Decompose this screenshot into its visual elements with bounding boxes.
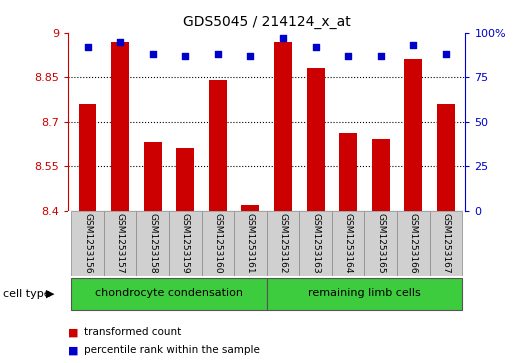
Bar: [332, 211, 365, 276]
Bar: [144, 142, 162, 211]
Text: cell type: cell type: [3, 289, 50, 299]
Text: GSM1253158: GSM1253158: [148, 212, 157, 273]
Text: percentile rank within the sample: percentile rank within the sample: [84, 345, 259, 355]
Bar: [306, 68, 325, 211]
Bar: [78, 104, 97, 211]
Bar: [111, 41, 129, 211]
Text: GSM1253162: GSM1253162: [279, 212, 288, 273]
Point: [214, 51, 222, 57]
Bar: [404, 59, 422, 211]
Text: GSM1253166: GSM1253166: [409, 212, 418, 273]
Text: GSM1253167: GSM1253167: [441, 212, 450, 273]
Text: remaining limb cells: remaining limb cells: [308, 288, 421, 298]
Point: [246, 53, 255, 59]
Bar: [372, 139, 390, 211]
Bar: [274, 41, 292, 211]
Text: GSM1253157: GSM1253157: [116, 212, 124, 273]
Bar: [437, 104, 455, 211]
Text: ■: ■: [68, 345, 78, 355]
Text: GSM1253161: GSM1253161: [246, 212, 255, 273]
Point: [83, 44, 92, 50]
Point: [116, 38, 124, 44]
Bar: [397, 211, 429, 276]
Point: [377, 53, 385, 59]
Text: GSM1253159: GSM1253159: [181, 212, 190, 273]
Text: ■: ■: [68, 327, 78, 337]
Text: chondrocyte condensation: chondrocyte condensation: [95, 288, 243, 298]
Bar: [365, 211, 397, 276]
Text: transformed count: transformed count: [84, 327, 181, 337]
Point: [442, 51, 450, 57]
Point: [279, 35, 287, 41]
Text: GSM1253165: GSM1253165: [376, 212, 385, 273]
Bar: [104, 211, 137, 276]
Bar: [137, 211, 169, 276]
Bar: [234, 211, 267, 276]
Bar: [299, 211, 332, 276]
Bar: [176, 148, 194, 211]
Bar: [242, 205, 259, 211]
Bar: [169, 211, 201, 276]
Title: GDS5045 / 214124_x_at: GDS5045 / 214124_x_at: [183, 15, 350, 29]
Bar: [209, 80, 227, 211]
Bar: [71, 211, 104, 276]
Bar: [267, 278, 462, 310]
Point: [409, 42, 417, 48]
Bar: [429, 211, 462, 276]
Bar: [71, 278, 267, 310]
Point: [311, 44, 320, 50]
Bar: [339, 134, 357, 211]
Text: GSM1253160: GSM1253160: [213, 212, 222, 273]
Text: GSM1253156: GSM1253156: [83, 212, 92, 273]
Bar: [201, 211, 234, 276]
Point: [344, 53, 353, 59]
Text: GSM1253163: GSM1253163: [311, 212, 320, 273]
Text: GSM1253164: GSM1253164: [344, 212, 353, 273]
Point: [149, 51, 157, 57]
Text: ▶: ▶: [46, 289, 54, 299]
Bar: [267, 211, 299, 276]
Point: [181, 53, 189, 59]
